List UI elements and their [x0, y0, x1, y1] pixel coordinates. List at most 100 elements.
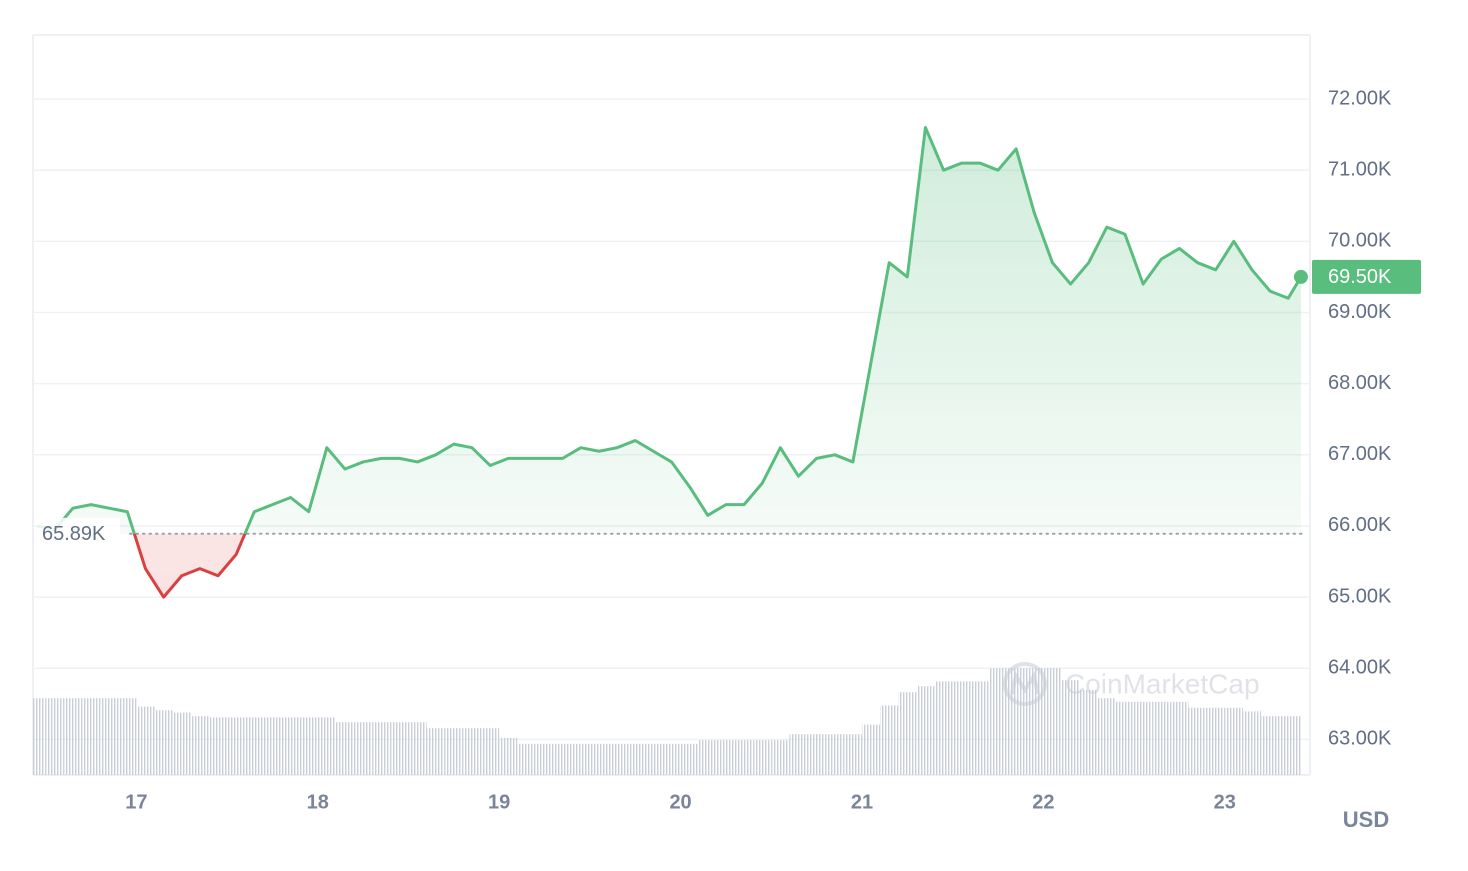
volume-bar: [1134, 701, 1153, 775]
volume-bar: [190, 716, 209, 775]
volume-bar: [898, 692, 917, 775]
x-tick-label: 23: [1214, 791, 1236, 813]
volume-bar: [136, 706, 155, 775]
volume-bar: [63, 698, 82, 775]
volume-bar: [880, 705, 899, 775]
y-tick-label: 69.00K: [1328, 301, 1392, 323]
volume-bar: [1025, 668, 1044, 775]
volume-bar: [1115, 701, 1135, 775]
volume-bar: [1224, 707, 1243, 775]
volume-bar: [698, 740, 717, 775]
x-tick-label: 20: [669, 791, 691, 813]
volume-bar: [1261, 716, 1280, 775]
volume-bar: [988, 668, 1008, 775]
volume-bar: [1061, 680, 1080, 775]
volume-bar: [81, 698, 101, 775]
price-line-up: [36, 126, 1303, 534]
volume-bar: [825, 734, 844, 775]
volume-bar: [154, 710, 173, 775]
y-tick-label: 63.00K: [1328, 728, 1392, 750]
area-up: [36, 127, 1301, 534]
volume-bar: [771, 740, 790, 775]
volume-bar: [807, 734, 826, 775]
volume-bar: [608, 743, 627, 775]
volume-bar: [1206, 707, 1225, 775]
volume-bar: [1242, 711, 1262, 775]
volume-bar: [517, 743, 536, 775]
volume-bar: [335, 722, 355, 775]
volume-bar: [734, 740, 754, 775]
volume-bar: [553, 743, 572, 775]
volume-bar: [227, 717, 246, 775]
y-tick-label: 68.00K: [1328, 372, 1392, 394]
volume-bar: [753, 740, 772, 775]
volume-bar: [916, 686, 935, 775]
volume-bar: [662, 743, 681, 775]
volume-bar: [317, 717, 336, 775]
last-point: [1293, 269, 1308, 284]
volume-bar: [861, 724, 881, 775]
price-tag: [1312, 259, 1421, 294]
y-axis-label: USD: [1343, 807, 1389, 832]
volume-bar: [789, 734, 808, 775]
x-tick-label: 21: [851, 791, 873, 813]
y-tick-label: 70.00K: [1328, 230, 1392, 252]
volume-bar: [481, 728, 500, 775]
volume-bar: [426, 728, 445, 775]
x-tick-label: 18: [307, 791, 329, 813]
volume-bar: [208, 717, 228, 775]
volume-bar: [354, 722, 373, 775]
y-tick-label: 67.00K: [1328, 443, 1392, 465]
volume-bar: [462, 728, 482, 775]
volume-bar: [100, 698, 119, 775]
area-down: [134, 533, 245, 598]
volume-bar: [45, 698, 64, 775]
volume-bar: [372, 722, 391, 775]
volume-bar: [680, 743, 699, 775]
volume-bar: [626, 743, 645, 775]
volume-bar: [1279, 716, 1295, 775]
y-tick-label: 66.00K: [1328, 514, 1392, 536]
watermark-text: CoinMarketCap: [1065, 668, 1260, 699]
volume-bar: [408, 722, 427, 775]
volume-bar: [1188, 707, 1207, 775]
y-tick-label: 65.00K: [1328, 585, 1392, 607]
volume-bar: [1170, 701, 1189, 775]
volume-bar: [172, 712, 191, 775]
y-tick-label: 64.00K: [1328, 657, 1392, 679]
volume-bar: [33, 698, 46, 775]
volume-bar: [571, 743, 590, 775]
volume-bar: [843, 734, 862, 775]
x-tick-label: 19: [488, 791, 510, 813]
volume-bar: [1097, 698, 1116, 775]
volume-bar: [1007, 668, 1026, 775]
volume-bar: [1152, 701, 1171, 775]
volume-bar: [118, 698, 137, 775]
y-tick-label: 71.00K: [1328, 158, 1392, 180]
baseline-label-bg: [36, 517, 120, 548]
volume-bar: [1043, 668, 1062, 775]
x-tick-label: 17: [125, 791, 147, 813]
volume-bar: [281, 717, 300, 775]
volume-bar: [716, 740, 735, 775]
baseline-label: 65.89K: [42, 523, 106, 545]
price-tag-label: 69.50K: [1328, 266, 1392, 288]
volume-bar: [644, 743, 663, 775]
watermark: CoinMarketCap: [1003, 662, 1260, 706]
volume-bar: [499, 737, 518, 775]
volume-bar: [299, 717, 318, 775]
volume-bar: [589, 743, 609, 775]
y-tick-label: 72.00K: [1328, 87, 1392, 109]
volume-bar: [444, 728, 463, 775]
volume-bar: [952, 681, 971, 775]
volume-bar: [1079, 689, 1098, 775]
volume-bar: [535, 743, 554, 775]
volume-bar: [934, 681, 953, 775]
volume-bar: [263, 717, 282, 775]
volume-bar: [390, 722, 409, 775]
x-tick-label: 22: [1032, 791, 1054, 813]
volume-bar: [245, 717, 264, 775]
volume-bar: [1294, 716, 1301, 775]
volume-bar: [970, 681, 989, 775]
